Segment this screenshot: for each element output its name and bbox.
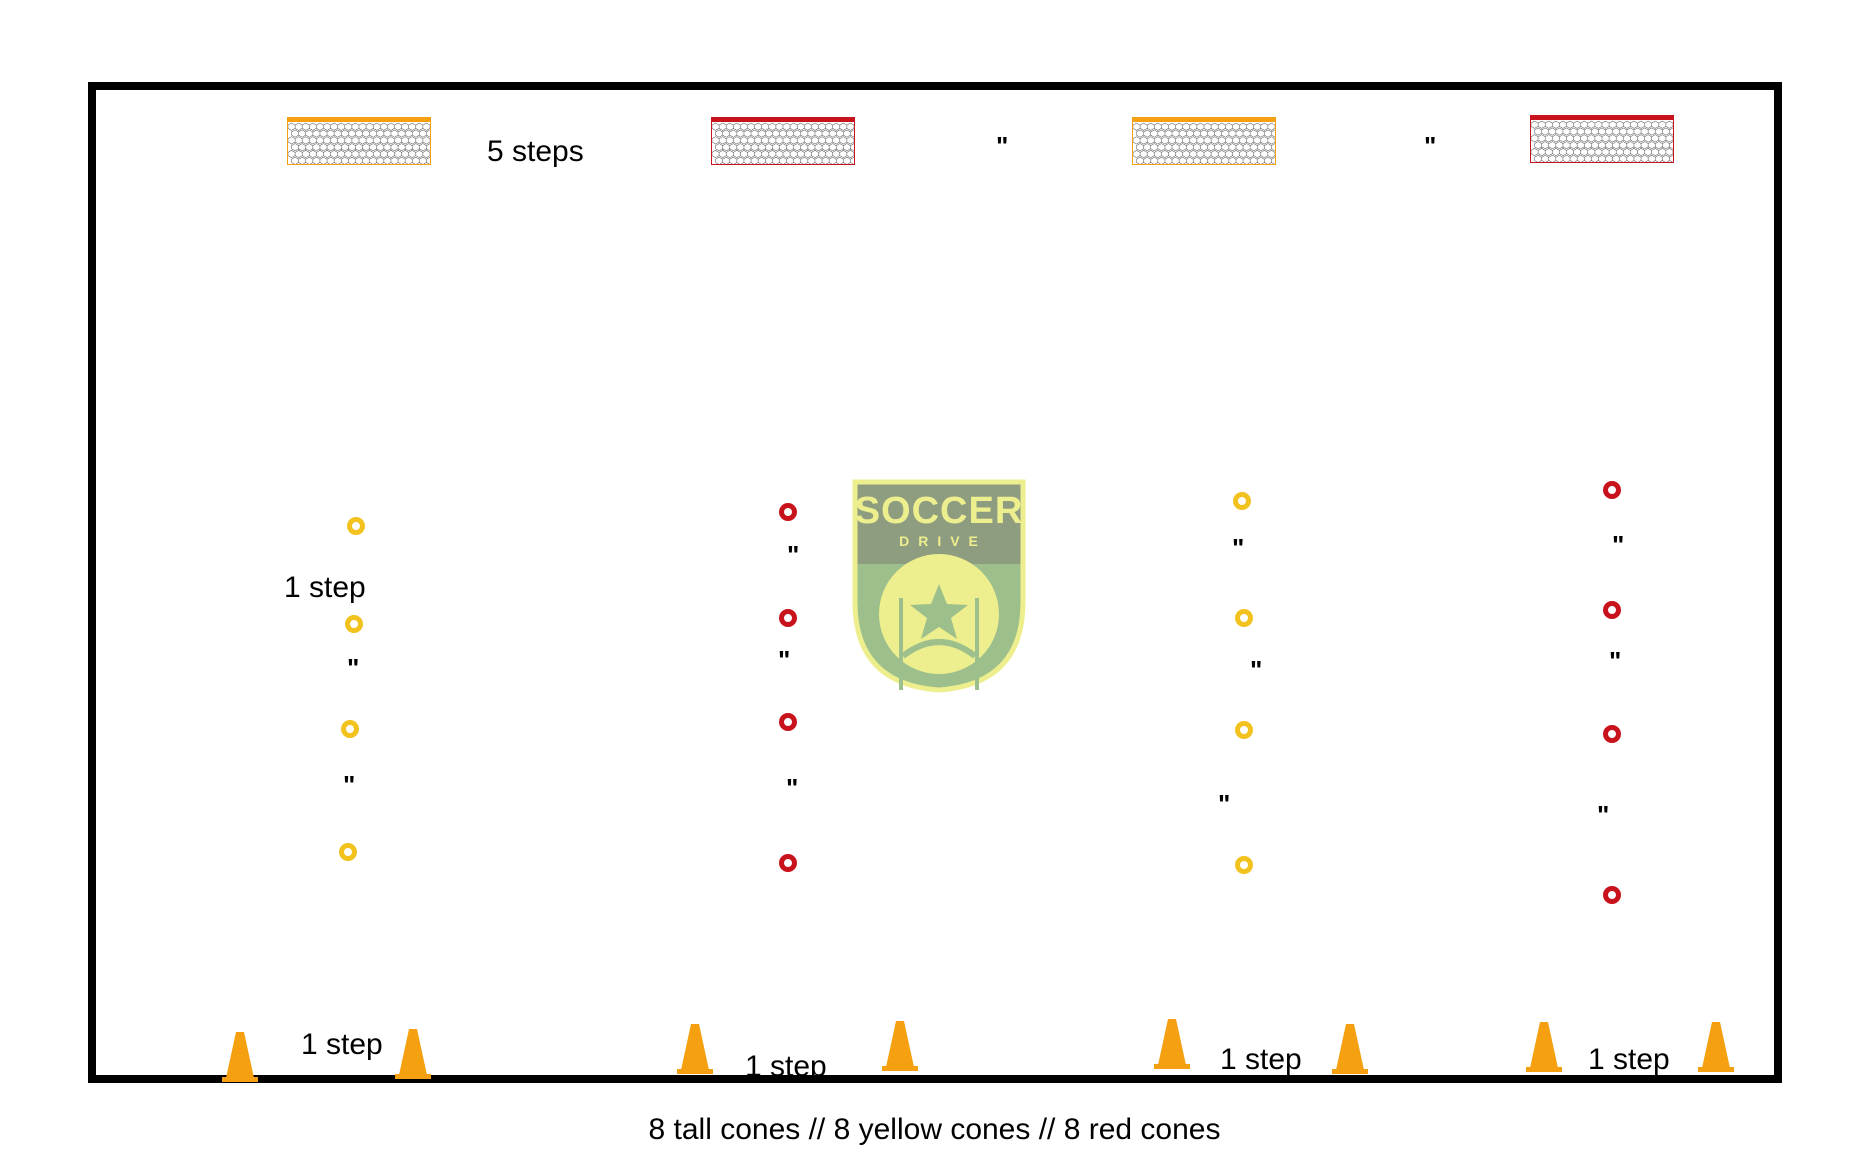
- ditto-mark: ": [996, 131, 1009, 161]
- ditto-mark: ": [1424, 131, 1437, 161]
- ditto-mark: ": [786, 773, 799, 803]
- cone-gap-label: 1 step: [745, 1050, 827, 1083]
- cone-gap-label: 1 step: [1220, 1043, 1302, 1076]
- ditto-mark: ": [1232, 533, 1245, 563]
- yellow-disc-cone: [347, 517, 365, 535]
- logo-subtitle: DRIVE: [899, 533, 987, 549]
- red-disc-cone: [779, 609, 797, 627]
- goal-net-icon: [1531, 120, 1673, 162]
- tall-cone-icon: [1525, 1020, 1563, 1074]
- red-disc-cone: [779, 713, 797, 731]
- disc-spacing-label: 1 step: [284, 571, 366, 604]
- goal-1: [287, 117, 431, 165]
- yellow-disc-cone: [1235, 609, 1253, 627]
- red-disc-cone: [779, 503, 797, 521]
- red-disc-cone: [1603, 481, 1621, 499]
- yellow-disc-cone: [339, 843, 357, 861]
- tall-cone-icon: [676, 1022, 714, 1076]
- yellow-disc-cone: [1235, 856, 1253, 874]
- goal-spacing-label: 5 steps: [487, 135, 584, 168]
- tall-cone-icon: [221, 1030, 259, 1084]
- tall-cone-icon: [1697, 1020, 1735, 1074]
- cone-gap-label: 1 step: [1588, 1043, 1670, 1076]
- red-disc-cone: [1603, 601, 1621, 619]
- soccer-drive-logo: SOCCER DRIVE: [851, 478, 1027, 694]
- yellow-disc-cone: [345, 615, 363, 633]
- equipment-caption: 8 tall cones // 8 yellow cones // 8 red …: [648, 1113, 1221, 1146]
- goal-2: [711, 117, 855, 165]
- goal-3: [1132, 117, 1276, 165]
- ditto-mark: ": [1218, 789, 1231, 819]
- logo-wordmark: SOCCER: [854, 490, 1024, 532]
- yellow-disc-cone: [1235, 721, 1253, 739]
- tall-cone-icon: [394, 1027, 432, 1081]
- red-disc-cone: [1603, 725, 1621, 743]
- yellow-disc-cone: [341, 720, 359, 738]
- soccer-ball-star-icon: [879, 554, 999, 690]
- ditto-mark: ": [343, 770, 356, 800]
- ditto-mark: ": [1612, 530, 1625, 560]
- cone-gap-label: 1 step: [301, 1028, 383, 1061]
- ditto-mark: ": [347, 653, 360, 683]
- yellow-disc-cone: [1233, 492, 1251, 510]
- logo-shield-icon: [852, 479, 1026, 693]
- goal-net-icon: [288, 122, 430, 164]
- tall-cone-icon: [881, 1019, 919, 1073]
- red-disc-cone: [1603, 886, 1621, 904]
- goal-net-icon: [1133, 122, 1275, 164]
- goal-net-icon: [712, 122, 854, 164]
- tall-cone-icon: [1331, 1022, 1369, 1076]
- ditto-mark: ": [787, 540, 800, 570]
- ditto-mark: ": [1250, 655, 1263, 685]
- tall-cone-icon: [1153, 1017, 1191, 1071]
- red-disc-cone: [779, 854, 797, 872]
- field-boundary: [88, 82, 1782, 1083]
- goal-4: [1530, 115, 1674, 163]
- ditto-mark: ": [1597, 800, 1610, 830]
- ditto-mark: ": [1609, 646, 1622, 676]
- ditto-mark: ": [778, 645, 791, 675]
